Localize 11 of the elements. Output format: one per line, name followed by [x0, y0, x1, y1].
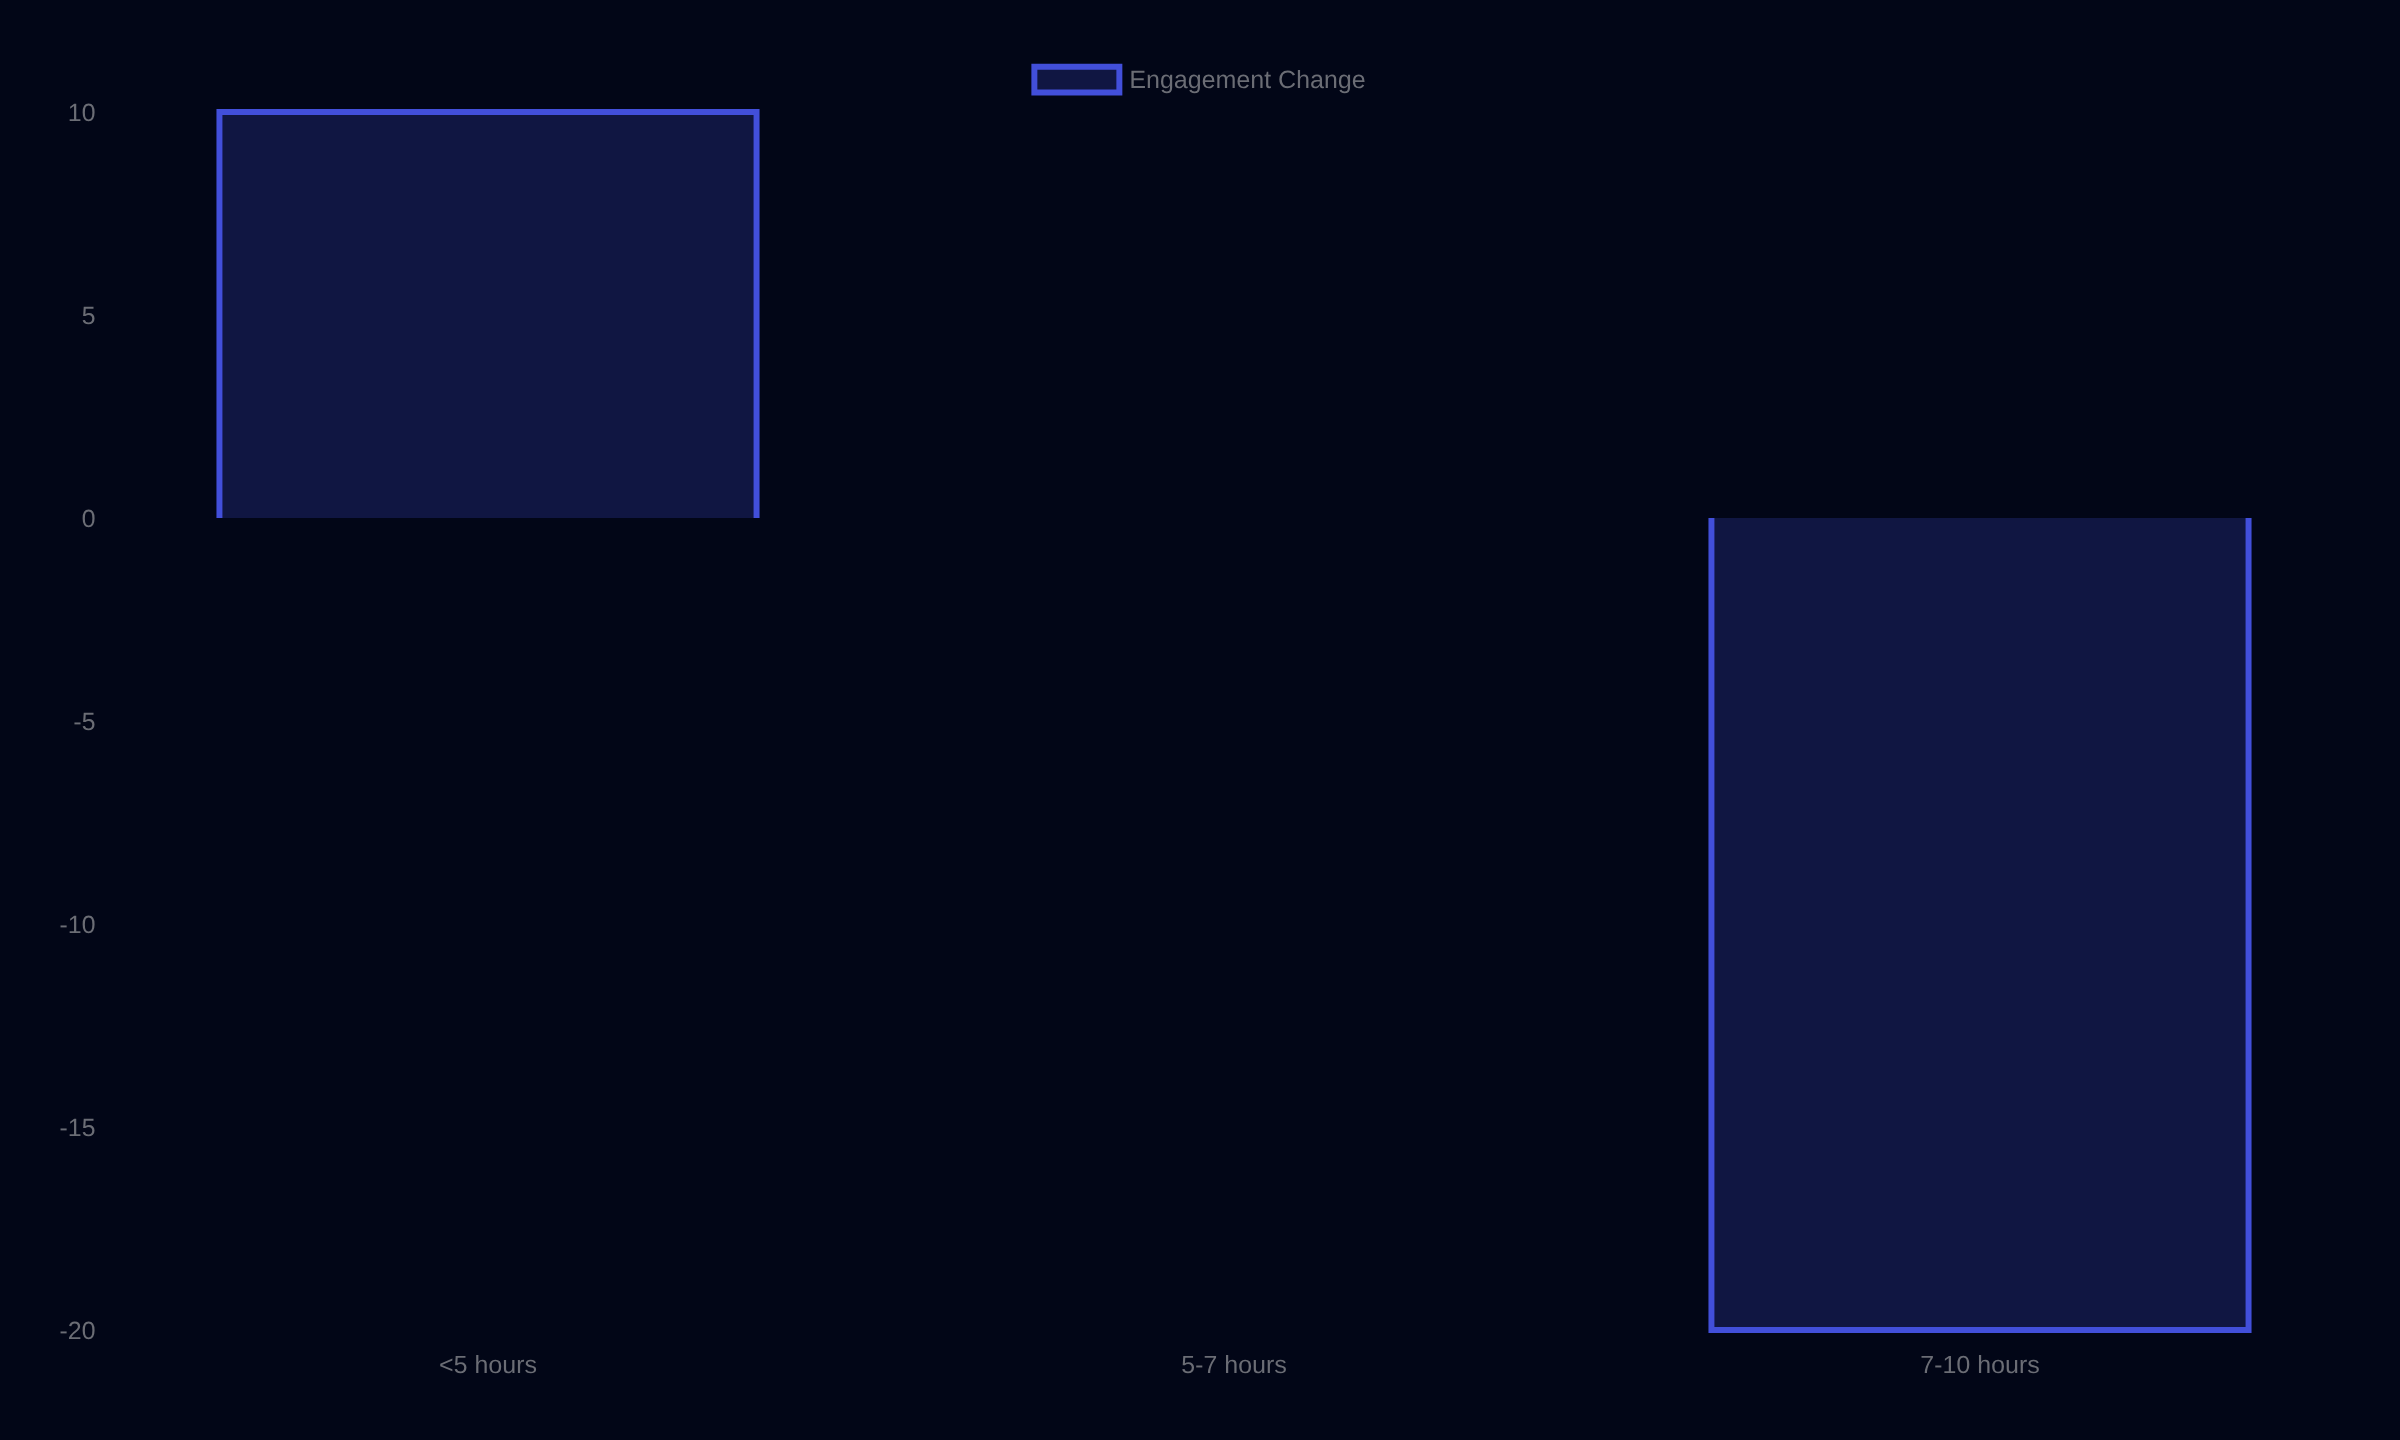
- x-tick-label: 5-7 hours: [1182, 1355, 1286, 1374]
- y-tick-label: -5: [74, 712, 95, 731]
- y-tick-label: -15: [60, 1118, 95, 1137]
- y-tick-label: 0: [82, 509, 95, 528]
- x-tick-label: 7-10 hours: [1921, 1355, 2039, 1374]
- y-tick-label: 5: [82, 306, 95, 325]
- x-tick-label: <5 hours: [440, 1355, 537, 1374]
- y-tick-label: -20: [60, 1321, 95, 1340]
- y-tick-label: -10: [60, 915, 95, 934]
- y-tick-label: 10: [69, 103, 95, 122]
- legend-label: Engagement Change: [1131, 69, 1365, 94]
